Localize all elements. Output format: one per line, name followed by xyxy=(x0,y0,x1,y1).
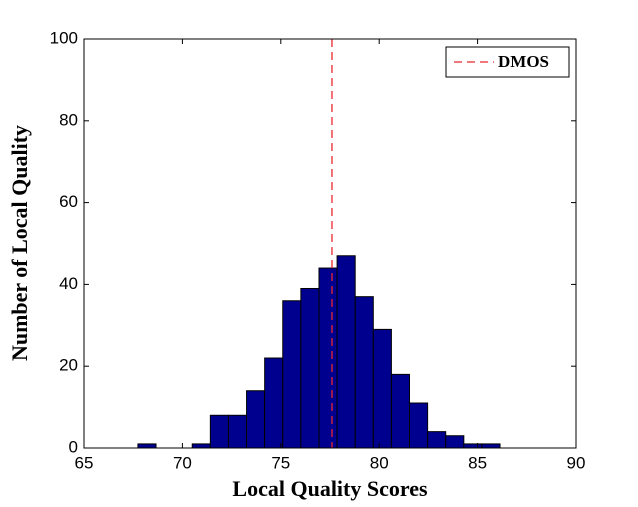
bar xyxy=(463,443,483,449)
y-tick-label: 100 xyxy=(50,28,78,47)
bar xyxy=(372,328,392,449)
bar xyxy=(191,443,211,449)
bar xyxy=(390,373,411,449)
bar xyxy=(318,267,338,449)
bar xyxy=(227,414,248,449)
axes-box xyxy=(83,38,577,449)
y-tick-label: 40 xyxy=(59,274,78,293)
y-tick-label: 20 xyxy=(59,356,78,375)
bar xyxy=(264,357,284,449)
legend-label: DMOS xyxy=(498,52,549,71)
bar xyxy=(282,300,302,449)
bar xyxy=(336,255,356,449)
bar xyxy=(209,414,229,449)
bar xyxy=(427,431,447,449)
x-axis-label: Local Quality Scores xyxy=(232,476,428,501)
y-tick-label: 0 xyxy=(69,437,78,456)
bar xyxy=(445,435,465,449)
y-tick-label: 80 xyxy=(59,110,78,129)
bar xyxy=(354,296,374,449)
bar xyxy=(409,402,429,449)
x-tick-label: 75 xyxy=(271,453,290,472)
y-axis-label: Number of Local Quality xyxy=(7,125,32,361)
bar xyxy=(246,390,266,449)
x-tick-label: 70 xyxy=(173,453,192,472)
y-tick-label: 60 xyxy=(59,192,78,211)
bar xyxy=(300,287,320,449)
legend-box xyxy=(445,46,570,78)
bar xyxy=(137,443,157,449)
x-tick-label: 80 xyxy=(370,453,389,472)
x-tick-label: 85 xyxy=(468,453,487,472)
x-tick-label: 90 xyxy=(567,453,586,472)
x-tick-label: 65 xyxy=(75,453,94,472)
bar xyxy=(481,443,501,449)
